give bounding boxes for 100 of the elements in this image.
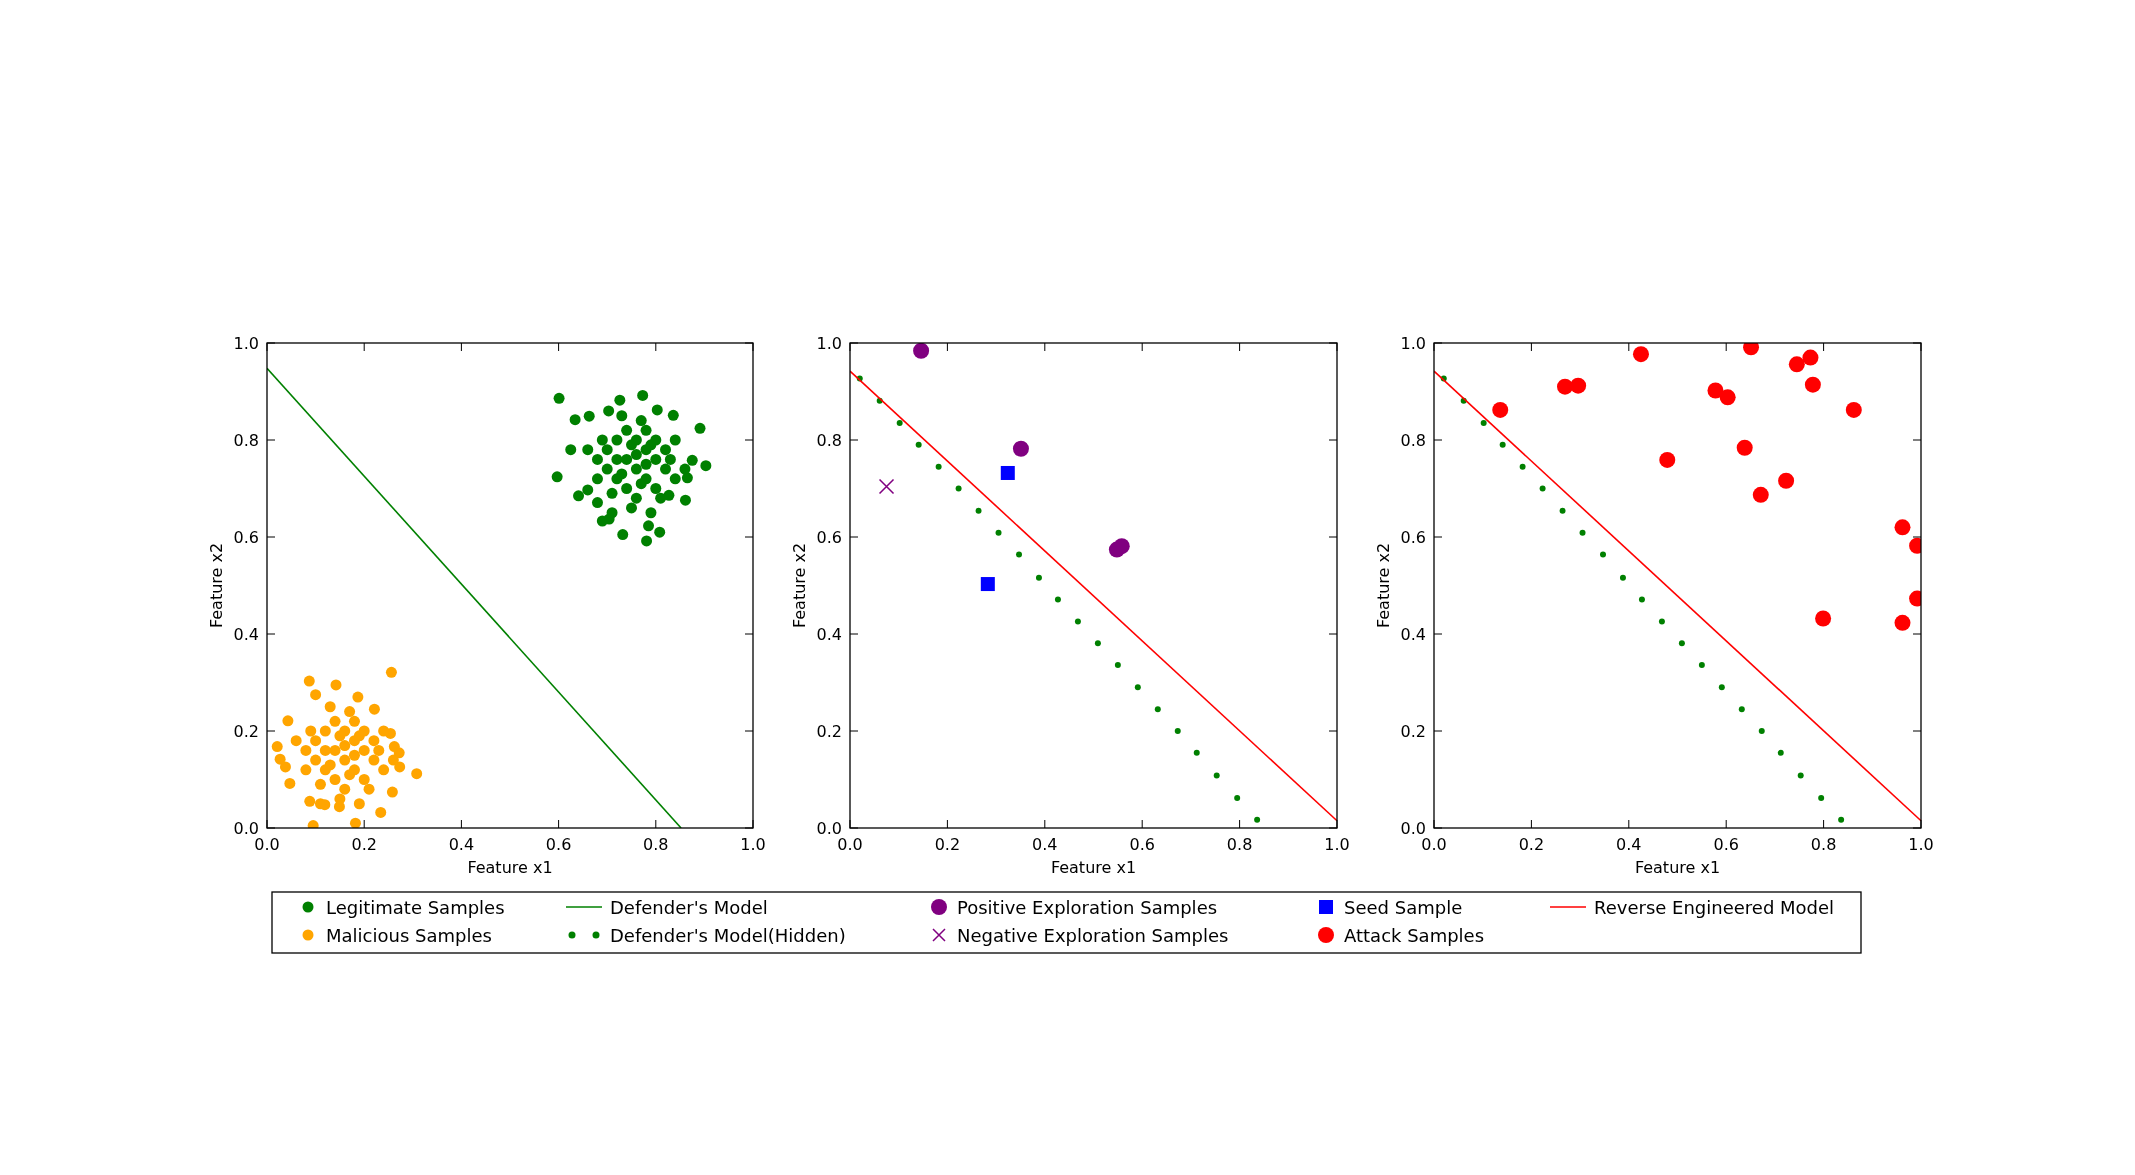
point <box>1557 378 1573 395</box>
y-tick-label: 1.0 <box>233 334 259 353</box>
point <box>1579 529 1586 536</box>
y-tick-label: 0.2 <box>233 722 259 741</box>
point <box>1638 596 1645 603</box>
y-tick-label: 0.0 <box>1400 819 1426 838</box>
point <box>1818 794 1825 801</box>
point <box>1035 574 1042 581</box>
legend-label: Positive Exploration Samples <box>957 897 1218 918</box>
point <box>1838 816 1845 823</box>
x-tick-label: 0.4 <box>1616 835 1642 854</box>
point <box>1718 684 1725 691</box>
y-axis-title: Feature x2 <box>207 542 226 629</box>
x-tick-label: 0.8 <box>1226 835 1253 854</box>
point <box>896 420 903 427</box>
point <box>1499 441 1506 448</box>
point <box>1174 728 1181 734</box>
point <box>1012 440 1029 457</box>
x-tick-label: 0.8 <box>1810 835 1837 854</box>
x-tick-label: 1.0 <box>1908 835 1934 854</box>
x-tick-label: 0.8 <box>643 835 669 854</box>
point <box>1659 451 1676 468</box>
point <box>1519 463 1526 470</box>
y-tick-label: 0.2 <box>816 722 842 741</box>
point <box>1113 538 1130 555</box>
point <box>975 507 982 514</box>
x-tick-label: 0.2 <box>351 835 377 854</box>
y-tick-label: 0.2 <box>1400 722 1426 741</box>
point <box>1054 596 1061 603</box>
y-tick-label: 0.4 <box>233 625 259 644</box>
y-tick-label: 0.8 <box>816 431 842 450</box>
x-axis-title: Feature x1 <box>1050 858 1137 877</box>
point <box>915 441 922 448</box>
y-tick-label: 0.6 <box>1400 528 1426 547</box>
point <box>1234 794 1241 801</box>
x-tick-label: 0.2 <box>1518 835 1545 854</box>
legend-label: Legitimate Samples <box>326 897 505 918</box>
point <box>1658 618 1665 625</box>
legend-label: Seed Sample <box>1344 897 1463 918</box>
point <box>1752 486 1769 503</box>
point <box>1094 640 1101 647</box>
point <box>1015 551 1022 558</box>
legend-label: Defender's Model <box>610 897 768 918</box>
point <box>1559 507 1566 514</box>
point <box>1802 349 1819 366</box>
x-tick-label: 0.6 <box>1129 835 1155 854</box>
y-tick-label: 0.6 <box>233 528 259 547</box>
y-tick-label: 0.6 <box>816 528 842 547</box>
x-tick-label: 0.0 <box>1421 835 1447 854</box>
point <box>1619 574 1626 581</box>
point <box>1154 706 1161 713</box>
point <box>1788 356 1805 373</box>
y-tick-label: 0.8 <box>233 431 259 450</box>
legend-label: Defender's Model(Hidden) <box>610 925 846 946</box>
legend-label: Malicious Samples <box>326 925 492 946</box>
legend-label: Reverse Engineered Model <box>1594 897 1835 918</box>
point <box>1570 377 1587 394</box>
point <box>935 463 942 470</box>
point <box>1738 706 1745 713</box>
point <box>1894 614 1911 631</box>
y-axis-title: Feature x2 <box>1374 542 1393 629</box>
point <box>1632 346 1649 363</box>
point <box>1134 684 1141 691</box>
point <box>1845 401 1862 418</box>
x-tick-label: 0.2 <box>934 835 961 854</box>
x-tick-label: 0.6 <box>1713 835 1739 854</box>
point <box>1539 485 1546 492</box>
point <box>955 485 962 492</box>
point <box>1736 439 1753 456</box>
y-tick-label: 1.0 <box>1400 334 1426 353</box>
point <box>1804 376 1821 393</box>
point <box>1698 662 1705 669</box>
point <box>1074 618 1081 625</box>
point <box>1707 382 1724 399</box>
point <box>1815 610 1832 627</box>
y-tick-label: 0.4 <box>816 625 842 644</box>
point <box>1254 816 1261 823</box>
y-axis-title: Feature x2 <box>790 542 809 629</box>
point <box>1000 465 1015 480</box>
point <box>1778 472 1795 489</box>
point <box>1719 389 1736 406</box>
point <box>878 478 895 495</box>
legend-label: Negative Exploration Samples <box>957 925 1229 946</box>
x-tick-label: 0.6 <box>545 835 572 854</box>
point <box>913 343 930 359</box>
point <box>1114 662 1121 669</box>
y-tick-label: 0.0 <box>816 819 842 838</box>
legend-label: Attack Samples <box>1344 925 1485 946</box>
point <box>1599 551 1606 558</box>
y-tick-label: 0.4 <box>1400 625 1426 644</box>
y-tick-label: 0.8 <box>1400 431 1426 450</box>
y-tick-label: 0.0 <box>233 819 259 838</box>
point <box>1894 519 1911 536</box>
point <box>980 577 995 592</box>
point <box>1193 749 1200 756</box>
x-tick-label: 0.4 <box>1032 835 1058 854</box>
y-tick-label: 1.0 <box>816 334 842 353</box>
x-axis-title: Feature x1 <box>467 858 553 877</box>
x-tick-label: 1.0 <box>1324 835 1350 854</box>
point <box>1758 728 1765 734</box>
